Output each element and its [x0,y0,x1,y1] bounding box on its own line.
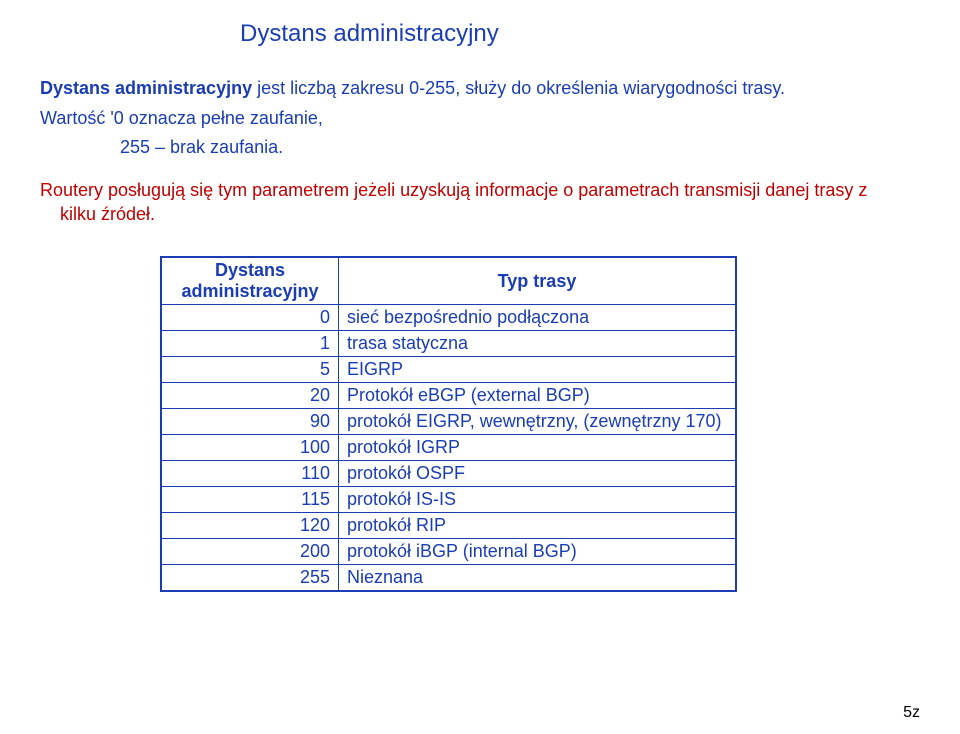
cell-dist: 5 [161,357,339,383]
cell-dist: 255 [161,565,339,592]
col-header-type: Typ trasy [339,257,737,305]
cell-type: EIGRP [339,357,737,383]
cell-dist: 90 [161,409,339,435]
table-row: 255 Nieznana [161,565,736,592]
table-row: 110 protokół OSPF [161,461,736,487]
cell-dist: 20 [161,383,339,409]
cell-type: Protokół eBGP (external BGP) [339,383,737,409]
cell-type: protokół IGRP [339,435,737,461]
cell-type: protokół OSPF [339,461,737,487]
routers-line2: kilku źródeł. [60,204,155,224]
routers-line1: Routery posługują się tym parametrem jeż… [40,180,867,200]
intro-rest: jest liczbą zakresu 0-255, służy do okre… [252,78,785,98]
cell-type: protokół RIP [339,513,737,539]
col-header-distance-l1: Dystans [215,260,285,280]
cell-dist: 110 [161,461,339,487]
cell-dist: 115 [161,487,339,513]
table-row: 5 EIGRP [161,357,736,383]
page-title: Dystans administracyjny [240,20,920,48]
intro-strong: Dystans administracyjny [40,78,252,98]
cell-dist: 200 [161,539,339,565]
cell-dist: 100 [161,435,339,461]
intro-line2: Wartość '0 oznacza pełne zaufanie, [40,106,920,130]
cell-type: protokół IS-IS [339,487,737,513]
cell-type: trasa statyczna [339,331,737,357]
cell-type: protokół iBGP (internal BGP) [339,539,737,565]
table-row: 120 protokół RIP [161,513,736,539]
cell-dist: 0 [161,305,339,331]
table-header-row: Dystans administracyjny Typ trasy [161,257,736,305]
routers-paragraph: Routery posługują się tym parametrem jeż… [40,178,920,227]
intro-paragraph: Dystans administracyjny jest liczbą zakr… [40,76,920,100]
table-row: 0 sieć bezpośrednio podłączona [161,305,736,331]
slide-page: Dystans administracyjny Dystans administ… [0,0,960,734]
col-header-distance: Dystans administracyjny [161,257,339,305]
cell-dist: 1 [161,331,339,357]
table-row: 115 protokół IS-IS [161,487,736,513]
table-row: 200 protokół iBGP (internal BGP) [161,539,736,565]
ad-table: Dystans administracyjny Typ trasy 0 sieć… [160,256,737,592]
table-wrapper: Dystans administracyjny Typ trasy 0 sieć… [160,256,920,592]
intro-line3: 255 – brak zaufania. [120,137,920,158]
cell-type: sieć bezpośrednio podłączona [339,305,737,331]
cell-type: Nieznana [339,565,737,592]
cell-dist: 120 [161,513,339,539]
col-header-distance-l2: administracyjny [181,281,318,301]
table-row: 1 trasa statyczna [161,331,736,357]
cell-type: protokół EIGRP, wewnętrzny, (zewnętrzny … [339,409,737,435]
table-row: 20 Protokół eBGP (external BGP) [161,383,736,409]
table-row: 100 protokół IGRP [161,435,736,461]
table-row: 90 protokół EIGRP, wewnętrzny, (zewnętrz… [161,409,736,435]
table-body: 0 sieć bezpośrednio podłączona 1 trasa s… [161,305,736,592]
page-number: 5z [903,704,920,722]
